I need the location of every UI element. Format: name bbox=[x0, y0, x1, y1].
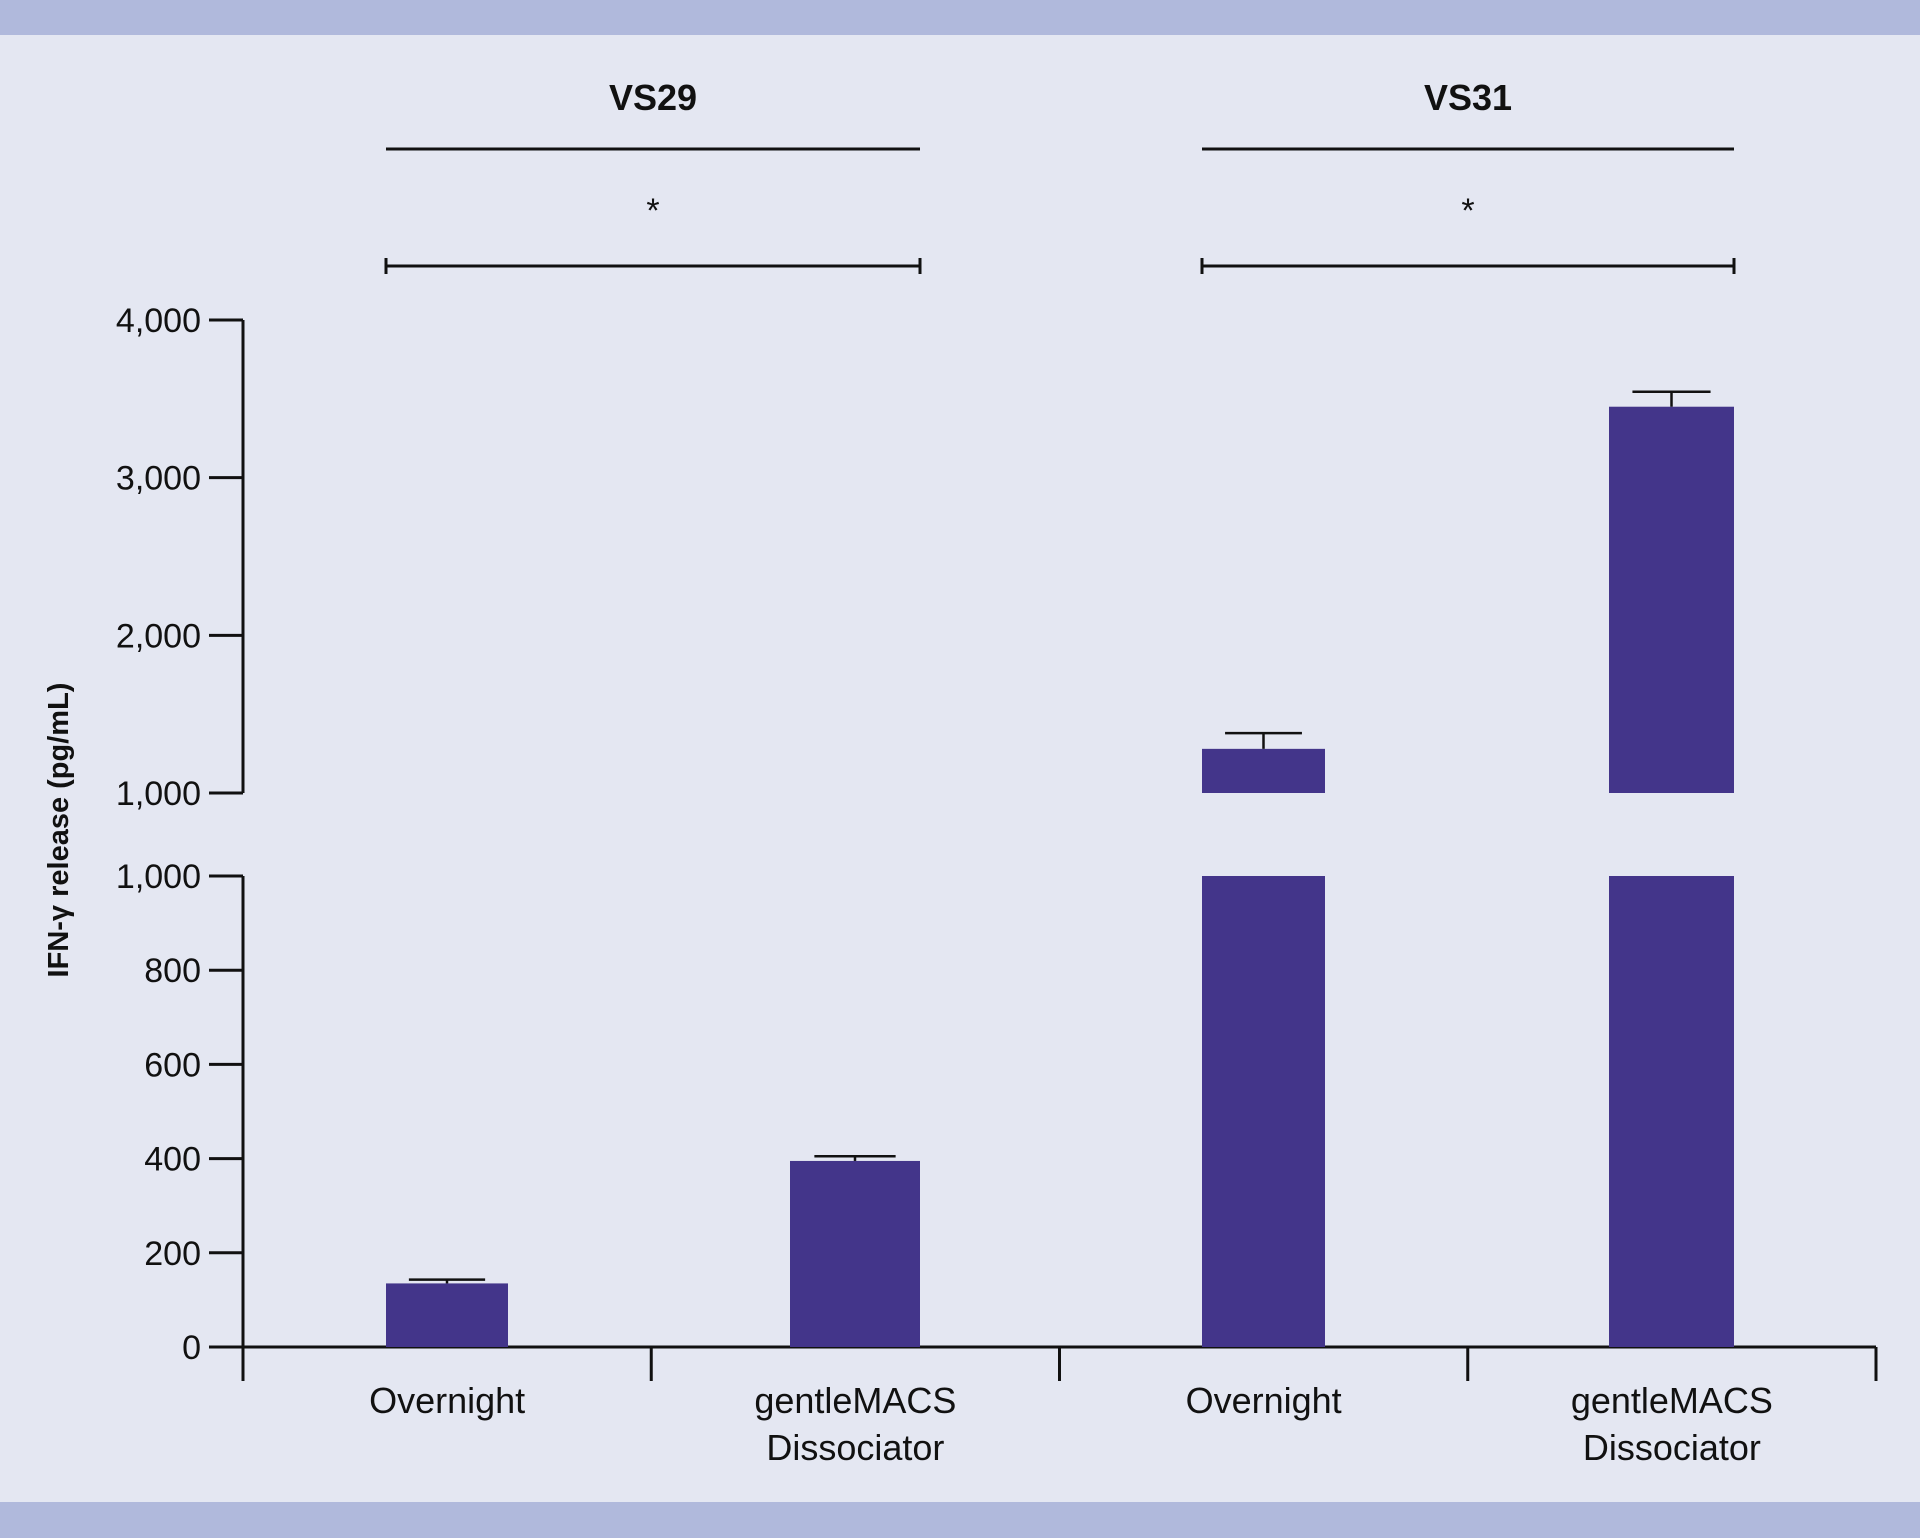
y-tick-label: 400 bbox=[144, 1141, 201, 1179]
y-tick-label: 4,000 bbox=[116, 302, 201, 340]
bar bbox=[386, 1283, 508, 1347]
y-tick-label: 1,000 bbox=[116, 858, 201, 896]
y-tick-label: 800 bbox=[144, 952, 201, 990]
x-category-label: Dissociator bbox=[766, 1427, 944, 1468]
x-category-label: gentleMACS bbox=[754, 1380, 956, 1421]
bar-lower-segment bbox=[1609, 876, 1734, 1347]
bar bbox=[790, 1160, 920, 1347]
y-tick-label: 0 bbox=[182, 1329, 201, 1367]
significance-marker: * bbox=[646, 192, 659, 230]
group-title: VS29 bbox=[609, 77, 697, 118]
header-band bbox=[0, 0, 1920, 35]
significance-marker: * bbox=[1461, 192, 1474, 230]
bar-upper-segment bbox=[1609, 406, 1734, 793]
y-tick-label: 600 bbox=[144, 1046, 201, 1084]
bar-upper-segment bbox=[1202, 748, 1325, 793]
x-category-label: Overnight bbox=[1186, 1380, 1342, 1421]
x-category-label: gentleMACS bbox=[1571, 1380, 1773, 1421]
y-tick-label: 3,000 bbox=[116, 460, 201, 498]
bar-lower-segment bbox=[1202, 876, 1325, 1347]
y-tick-label: 2,000 bbox=[116, 617, 201, 655]
group-title: VS31 bbox=[1424, 77, 1512, 118]
y-tick-label: 200 bbox=[144, 1235, 201, 1273]
x-category-label: Overnight bbox=[369, 1380, 525, 1421]
y-tick-label: 1,000 bbox=[116, 775, 201, 813]
footer-band bbox=[0, 1502, 1920, 1538]
y-axis-label: IFN-γ release (pg/mL) bbox=[43, 683, 75, 978]
x-category-label: Dissociator bbox=[1583, 1427, 1761, 1468]
